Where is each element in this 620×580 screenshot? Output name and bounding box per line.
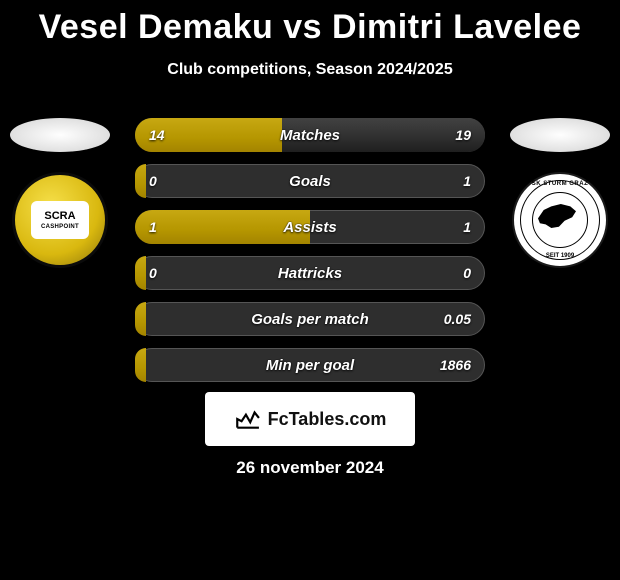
stat-label: Min per goal — [135, 348, 485, 382]
player2-name: Dimitri Lavelee — [332, 8, 581, 46]
stat-row: 1866Min per goal — [135, 348, 485, 382]
stat-row: 00Hattricks — [135, 256, 485, 290]
team-right-arc-top: SK STURM GRAZ — [514, 181, 606, 187]
stat-label: Goals — [135, 164, 485, 198]
stat-row: 0.05Goals per match — [135, 302, 485, 336]
brand-box: FcTables.com — [205, 392, 415, 446]
team-left-sub: CASHPOINT — [41, 224, 79, 230]
brand-text: FcTables.com — [268, 409, 387, 430]
team-right-oval — [510, 118, 610, 152]
stat-row: 11Assists — [135, 210, 485, 244]
team-right-arc-bot: SEIT 1909 — [514, 253, 606, 259]
team-right-badge: SK STURM GRAZ SEIT 1909 — [512, 172, 608, 268]
stat-label: Goals per match — [135, 302, 485, 336]
team-left-badge-inner: SCRA CASHPOINT — [31, 201, 89, 239]
team-left-acronym: SCRA — [44, 211, 75, 222]
team-left-block: SCRA CASHPOINT — [10, 118, 110, 268]
stat-label: Hattricks — [135, 256, 485, 290]
team-left-oval — [10, 118, 110, 152]
player1-name: Vesel Demaku — [39, 8, 274, 46]
team-right-block: SK STURM GRAZ SEIT 1909 — [510, 118, 610, 268]
team-left-badge: SCRA CASHPOINT — [12, 172, 108, 268]
stat-label: Matches — [135, 118, 485, 152]
vs-separator: vs — [283, 8, 322, 46]
date-text: 26 november 2024 — [0, 458, 620, 478]
fctables-logo-icon — [234, 406, 260, 432]
comparison-bars: 1419Matches 01Goals 11Assists 00Hattricks 0.… — [135, 118, 485, 394]
stat-row: 01Goals — [135, 164, 485, 198]
stat-label: Assists — [135, 210, 485, 244]
stat-row: 1419Matches — [135, 118, 485, 152]
subtitle: Club competitions, Season 2024/2025 — [0, 61, 620, 79]
page-title: Vesel Demaku vs Dimitri Lavelee — [0, 0, 620, 47]
